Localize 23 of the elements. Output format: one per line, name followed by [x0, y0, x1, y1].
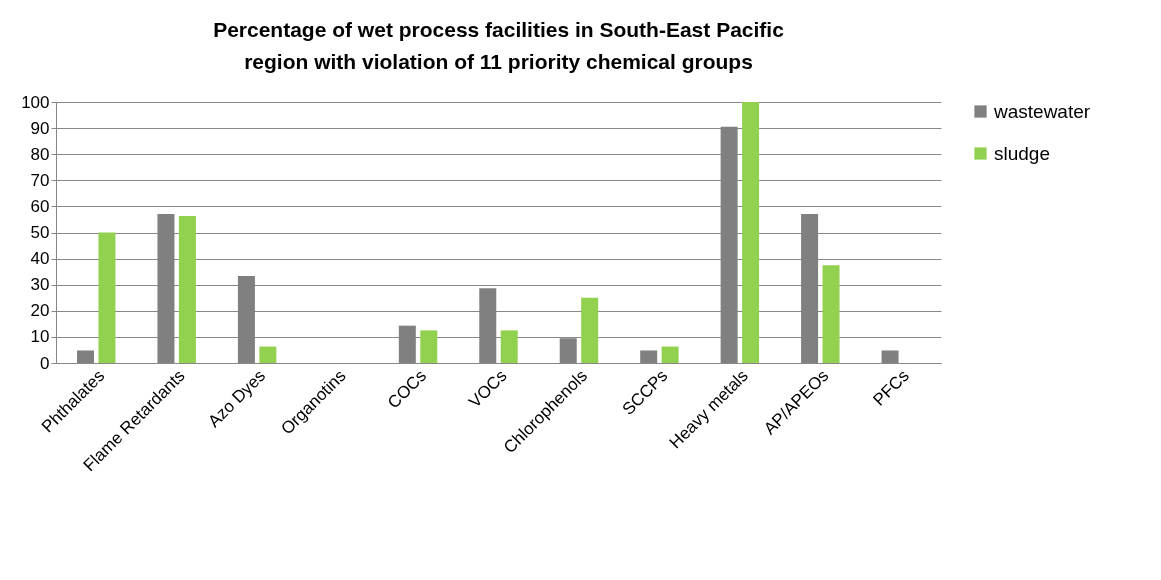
bar	[420, 330, 438, 363]
bar	[822, 265, 840, 363]
y-tick-label: 80	[30, 144, 50, 164]
bar	[500, 330, 518, 363]
bar	[98, 232, 116, 363]
bar	[581, 297, 599, 363]
bar	[742, 102, 760, 363]
y-tick-label: 10	[30, 327, 50, 347]
bar	[661, 346, 679, 363]
y-tick-label: 0	[40, 353, 50, 373]
y-tick-label: 100	[21, 92, 50, 112]
y-tick-label: 30	[30, 275, 50, 295]
y-tick-label: 40	[30, 249, 50, 269]
y-tick-label: 50	[30, 223, 50, 242]
bar	[259, 346, 277, 363]
legend-label: sludge	[994, 142, 1050, 164]
y-tick-label: 60	[30, 196, 50, 216]
legend-label: wastewater	[993, 100, 1091, 122]
y-tick-label: 70	[30, 170, 50, 190]
y-tick-label: 90	[30, 118, 50, 138]
chart-title: Percentage of wet process facilities in South-East Pacific region with violation of 11 priority chemical groups	[213, 18, 785, 73]
bar	[178, 216, 196, 363]
y-tick-label: 20	[30, 301, 50, 321]
